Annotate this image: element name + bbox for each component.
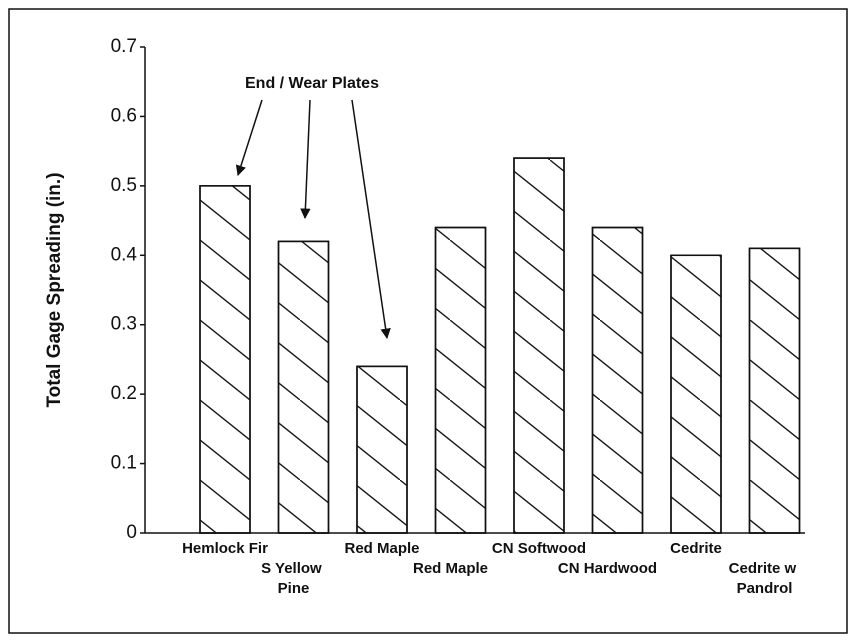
- frame: [8, 8, 848, 634]
- bar-hatch: [591, 226, 644, 534]
- x-tick-label: Cedrite w Pandrol: [729, 560, 801, 597]
- x-tick-label: Hemlock Fir: [182, 540, 268, 557]
- y-tick-label: 0.6: [111, 105, 137, 126]
- x-tick-label: Cedrite: [670, 540, 722, 557]
- x-tick-label: CN Softwood: [492, 540, 586, 557]
- x-tick-label-line: Cedrite w: [729, 560, 801, 577]
- bar-hatch: [434, 226, 487, 534]
- bar-hatch: [199, 185, 251, 534]
- y-tick-label: 0.3: [111, 314, 137, 335]
- bar-hatch: [748, 247, 801, 534]
- y-tick-label: 0.2: [111, 383, 137, 404]
- y-tick-label: 0.4: [111, 244, 138, 265]
- y-tick-label: 0.7: [111, 36, 137, 57]
- x-tick-label: Red Maple: [413, 560, 488, 577]
- y-tick-label: 0: [126, 522, 137, 543]
- y-tick-label: 0.5: [111, 175, 137, 196]
- y-tick-label: 0.1: [111, 453, 137, 474]
- annotation-arrows: [235, 99, 391, 340]
- annotation: End / Wear Plates: [245, 75, 379, 92]
- bar-hatch: [670, 254, 722, 534]
- x-tick-label-line: Pandrol: [737, 580, 793, 597]
- x-tick-label: CN Hardwood: [558, 560, 657, 577]
- bar-hatch: [513, 157, 565, 534]
- y-axis-label: Total Gage Spreading (in.): [44, 172, 65, 407]
- bar-hatch: [277, 240, 330, 534]
- x-tick-label-line: Pine: [278, 580, 310, 597]
- x-tick-label: Red Maple: [344, 540, 419, 557]
- bar-hatch: [356, 365, 408, 534]
- x-tick-label-line: S Yellow: [261, 560, 326, 577]
- x-tick-label: S Yellow Pine: [261, 560, 326, 597]
